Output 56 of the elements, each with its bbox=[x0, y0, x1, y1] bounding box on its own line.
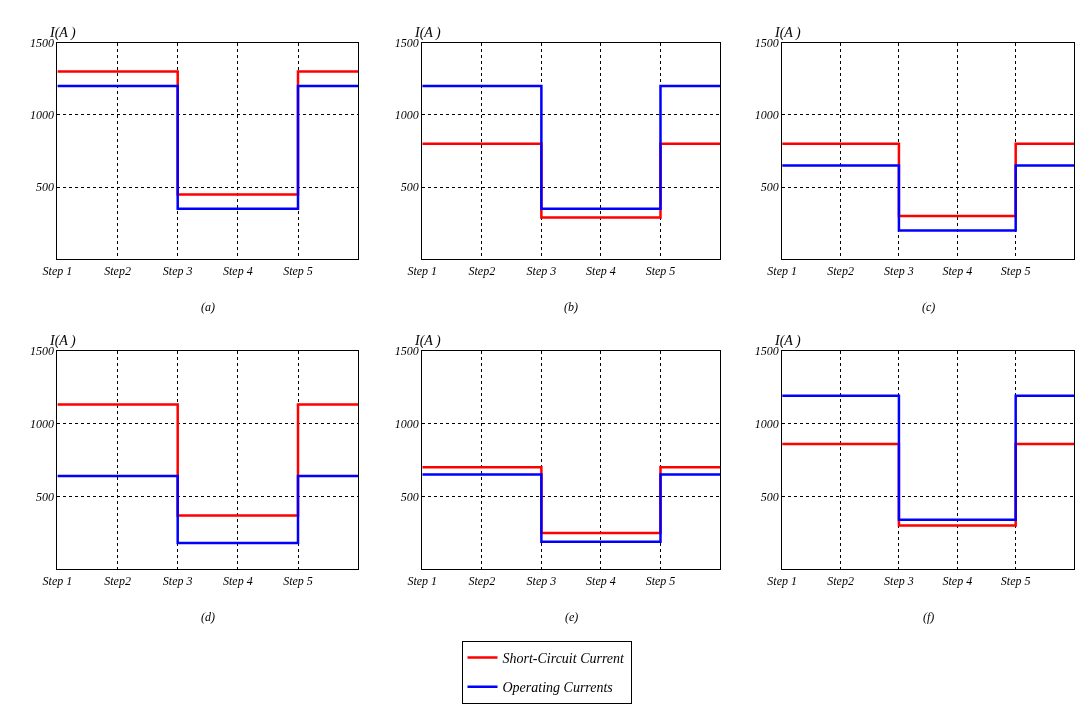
y-tick-label: 500 bbox=[400, 180, 419, 195]
y-tick-label: 1000 bbox=[30, 108, 54, 123]
x-tick-label: Step2 bbox=[104, 573, 131, 588]
x-tick-label: Step 5 bbox=[1000, 263, 1031, 278]
y-tick-label: 1000 bbox=[754, 108, 779, 123]
y-tick-label: 500 bbox=[760, 180, 779, 195]
x-tick-label: Step 3 bbox=[162, 573, 193, 588]
x-tick-label: Step2 bbox=[468, 263, 496, 278]
x-tick-label: Step 4 bbox=[586, 263, 616, 278]
x-tick-label: Step 1 bbox=[767, 263, 798, 278]
x-tick-label: Step 1 bbox=[407, 263, 438, 278]
y-axis-title: I(A ) bbox=[49, 333, 77, 349]
y-tick-label: 500 bbox=[36, 489, 54, 504]
x-tick-label: Step 5 bbox=[283, 573, 313, 588]
x-tick-label: Step 1 bbox=[407, 573, 438, 588]
y-tick-label: 500 bbox=[760, 489, 779, 504]
x-tick-label: Step 5 bbox=[1000, 573, 1031, 588]
x-tick-label: Step 3 bbox=[162, 263, 193, 278]
y-tick-label: 1000 bbox=[394, 416, 419, 431]
x-axis-title: (a) bbox=[201, 300, 215, 314]
y-axis-title: I(A ) bbox=[414, 333, 442, 349]
x-tick-label: Step 5 bbox=[645, 263, 676, 278]
x-axis-title: (d) bbox=[201, 610, 215, 624]
y-tick-label: 500 bbox=[400, 489, 419, 504]
x-tick-label: Step 4 bbox=[942, 573, 973, 588]
x-tick-label: Step 5 bbox=[283, 263, 313, 278]
x-axis-title: (e) bbox=[565, 610, 579, 624]
x-tick-label: Step 3 bbox=[526, 573, 557, 588]
x-tick-label: Step 3 bbox=[884, 573, 914, 588]
x-tick-label: Step 4 bbox=[586, 573, 616, 588]
y-axis-title: I(A ) bbox=[774, 25, 802, 41]
x-tick-label: Step 3 bbox=[884, 263, 914, 278]
y-axis-title: I(A ) bbox=[774, 333, 802, 349]
x-axis-title: (b) bbox=[564, 300, 578, 314]
x-tick-label: Step 1 bbox=[767, 573, 798, 588]
x-tick-label: Step 1 bbox=[42, 263, 73, 278]
x-tick-label: Step 5 bbox=[645, 573, 676, 588]
y-tick-label: 1000 bbox=[754, 416, 779, 431]
x-tick-label: Step2 bbox=[827, 263, 854, 278]
y-axis-title: I(A ) bbox=[414, 25, 442, 41]
y-tick-label: 500 bbox=[36, 180, 54, 195]
x-tick-label: Step 4 bbox=[223, 263, 253, 278]
x-tick-label: Step2 bbox=[827, 573, 854, 588]
x-tick-label: Step2 bbox=[468, 573, 496, 588]
y-tick-label: 1000 bbox=[30, 416, 54, 431]
legend-label: Short-Circuit Current bbox=[502, 651, 626, 667]
y-axis-title: I(A ) bbox=[49, 25, 77, 41]
x-axis-title: (f) bbox=[923, 610, 935, 624]
x-tick-label: Step 4 bbox=[223, 573, 253, 588]
x-tick-label: Step 3 bbox=[526, 263, 557, 278]
x-tick-label: Step 4 bbox=[942, 263, 973, 278]
y-tick-label: 1000 bbox=[394, 108, 419, 123]
x-tick-label: Step2 bbox=[104, 263, 131, 278]
x-tick-label: Step 1 bbox=[42, 573, 73, 588]
legend-label: Operating Currents bbox=[502, 680, 614, 696]
x-axis-title: (c) bbox=[922, 300, 936, 314]
